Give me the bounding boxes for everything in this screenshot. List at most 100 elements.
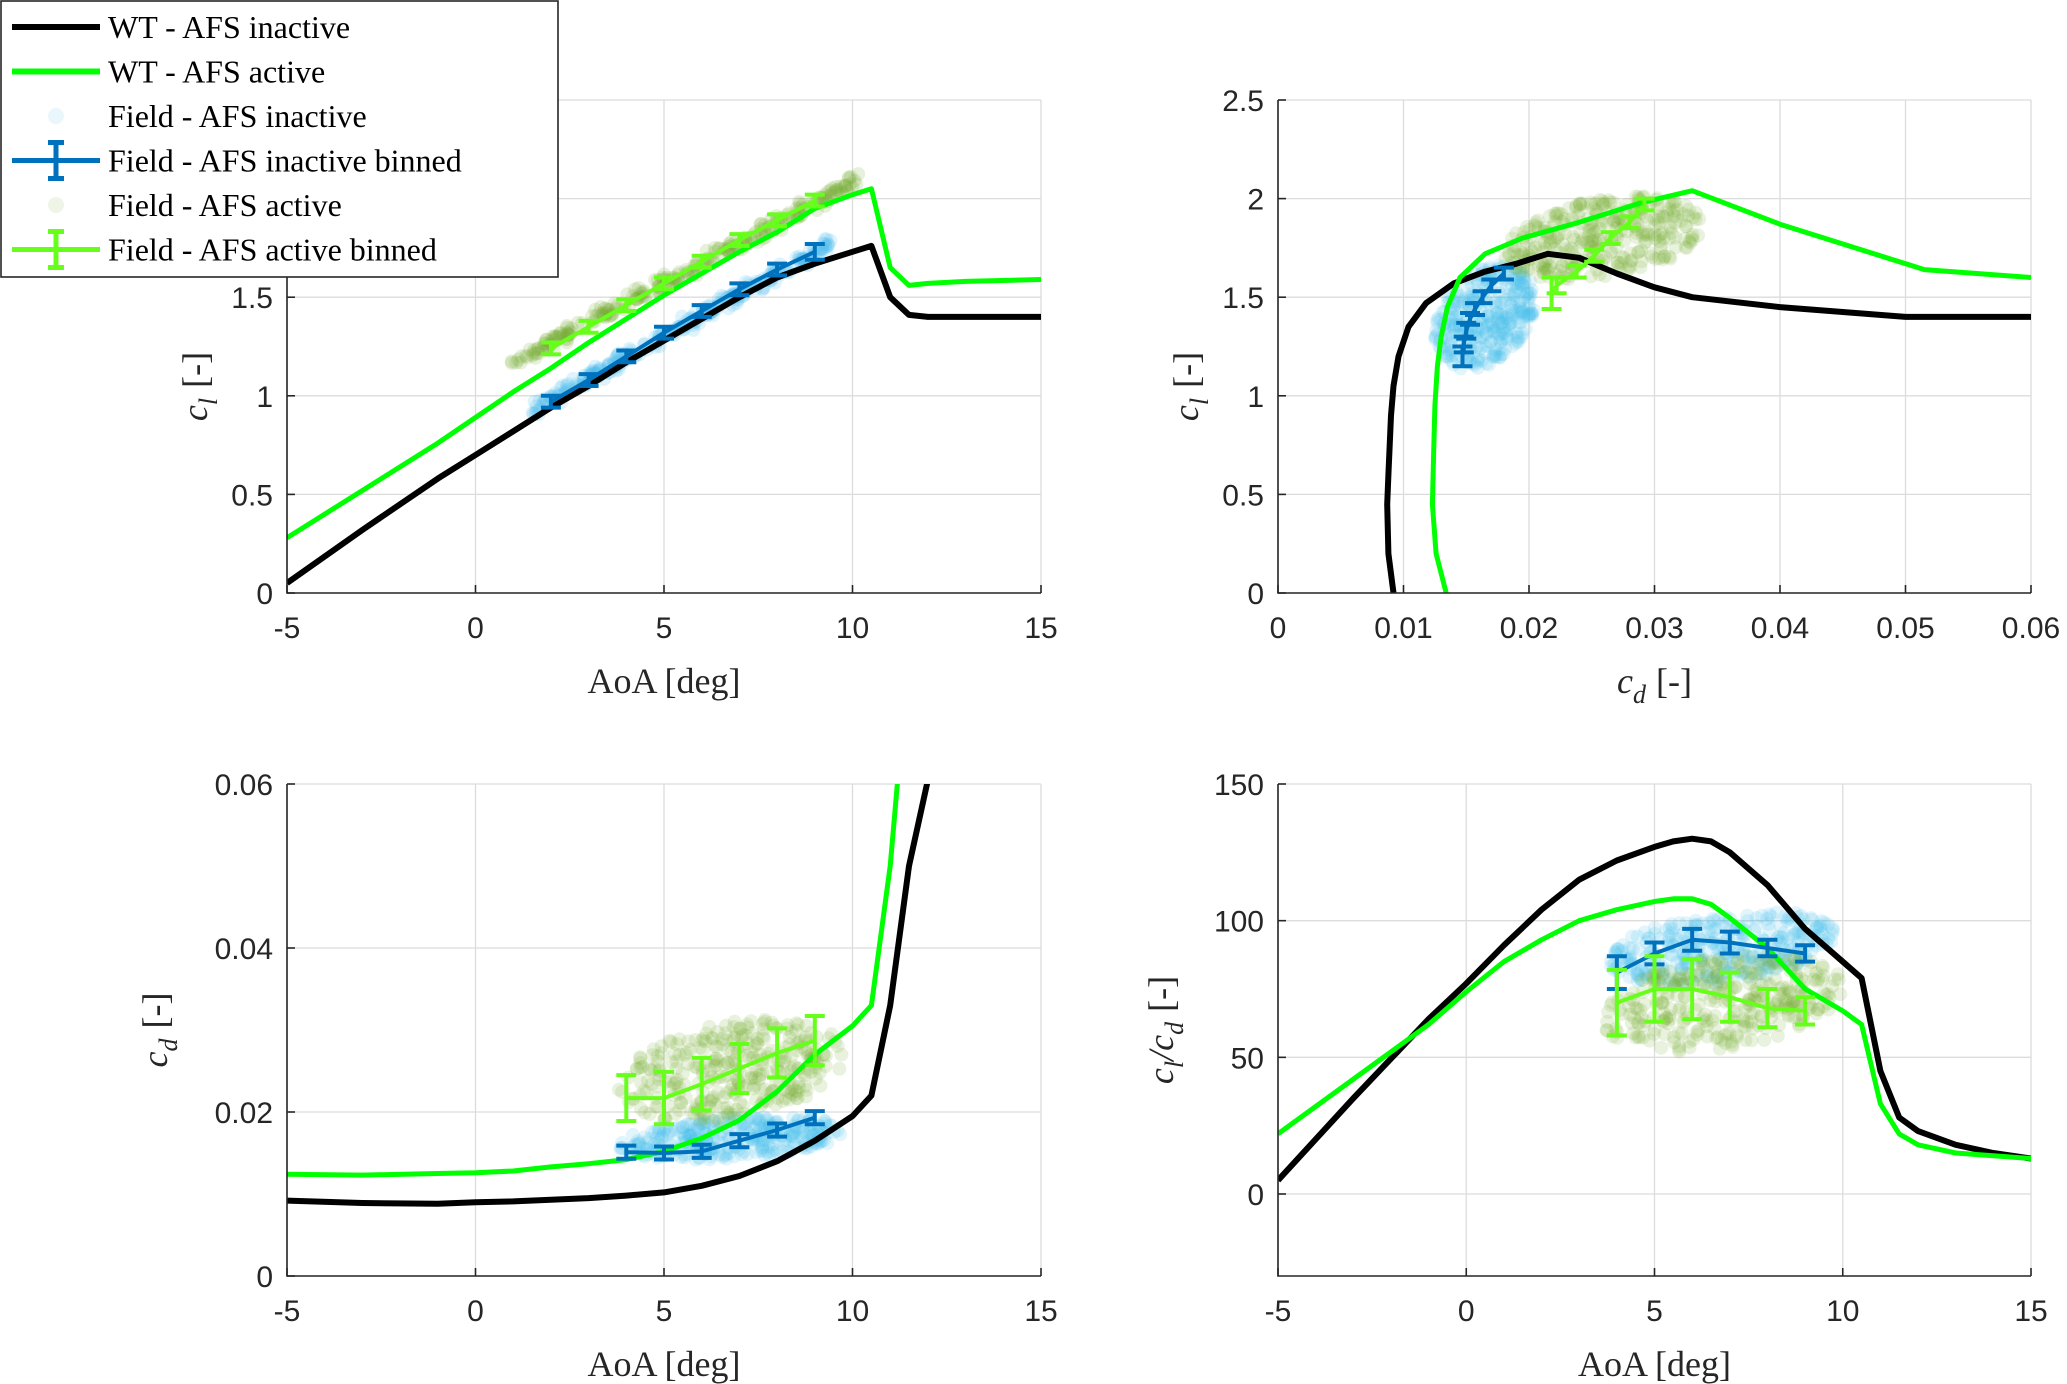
scatter-point (845, 180, 860, 195)
chart-cl-vs-cd: 0 0.01 0.02 0.03 0.04 0.05 0.0600.511.522.5cd[… (1166, 85, 2060, 709)
scatter-point (1729, 1027, 1744, 1042)
scatter-point (1513, 302, 1528, 317)
x-tick-label: 0 (1458, 1295, 1475, 1328)
scatter-point (1653, 227, 1668, 242)
scatter-point (709, 1051, 724, 1066)
scatter-point (703, 1093, 718, 1108)
scatter-point (1443, 339, 1458, 354)
scatter-point (719, 1147, 734, 1162)
scatter-point (1526, 303, 1541, 318)
scatter-point (1708, 957, 1723, 972)
scatter-point (1768, 961, 1783, 976)
scatter-point (1484, 317, 1499, 332)
scatter-point (1733, 959, 1748, 974)
scatter-point (1677, 231, 1692, 246)
scatter-point (1718, 1035, 1733, 1050)
scatter-point (1535, 261, 1550, 276)
scatter-point (1695, 972, 1710, 987)
scatter-point (1651, 209, 1666, 224)
scatter-point (1679, 966, 1694, 981)
scatter-point (531, 346, 546, 361)
scatter-point (690, 1119, 705, 1134)
scatter-point (784, 1129, 799, 1144)
scatter-point (1753, 966, 1768, 981)
x-tick-label: 10 (1826, 1295, 1859, 1328)
scatter-point (1524, 306, 1539, 321)
scatter-point (1660, 208, 1675, 223)
scatter-point (717, 1057, 732, 1072)
scatter-point (642, 1107, 657, 1122)
scatter-point (1830, 967, 1845, 982)
scatter-point (1667, 1035, 1682, 1050)
scatter-point (1492, 334, 1507, 349)
errorbar-field-afs-active-binned (540, 192, 825, 357)
x-tick-label: -5 (274, 1295, 301, 1328)
scatter-point (513, 355, 528, 370)
scatter-point (1603, 245, 1618, 260)
scatter-point (747, 1120, 762, 1135)
scatter-point (1754, 908, 1769, 923)
plot-area (287, 784, 931, 1207)
scatter-point (838, 179, 853, 194)
y-label-main: c (175, 405, 215, 421)
scatter-point (1639, 212, 1654, 227)
scatter-point (729, 1027, 744, 1042)
scatter-point (1762, 907, 1777, 922)
scatter-point (1538, 261, 1553, 276)
scatter-point (652, 1122, 667, 1137)
scatter-point (528, 346, 543, 361)
line-wt-afs-inactive (1278, 835, 2031, 1183)
x-tick-label: 10 (836, 1295, 869, 1328)
scatter-point (788, 1083, 803, 1098)
scatter-point (1612, 210, 1627, 225)
scatter-point (1671, 967, 1686, 982)
scatter-point (1696, 953, 1711, 968)
legend-box (0, 0, 559, 278)
scatter-point (1711, 974, 1726, 989)
scatter-point (686, 1122, 701, 1137)
x-tick-label: 10 (836, 612, 869, 645)
scatter-point (786, 1134, 801, 1149)
scatter-point (1761, 960, 1776, 975)
scatter-point (1615, 250, 1630, 265)
scatter-point (1692, 965, 1707, 980)
scatter-point (1495, 308, 1510, 323)
scatter-point (1488, 342, 1503, 357)
scatter-point (1622, 969, 1637, 984)
scatter-point (1536, 257, 1551, 272)
scatter-point (733, 1021, 748, 1036)
scatter-point (1754, 963, 1769, 978)
scatter-point (693, 1112, 708, 1127)
scatter-point (1453, 300, 1468, 315)
scatter-point (664, 1123, 679, 1138)
scatter-point (1502, 295, 1517, 310)
scatter-point (723, 1106, 738, 1121)
scatter-point (1517, 275, 1532, 290)
scatter-point (1492, 350, 1507, 365)
scatter-point (1486, 349, 1501, 364)
scatter-point (725, 1055, 740, 1070)
scatter-point (1506, 286, 1521, 301)
x-tick-label: -5 (1265, 1295, 1292, 1328)
errorbar-field-afs-inactive-binned (616, 1109, 825, 1162)
scatter-point (1781, 1008, 1796, 1023)
scatter-point (756, 1133, 771, 1148)
scatter-point (738, 1028, 753, 1043)
scatter-point (777, 1054, 792, 1069)
scatter-point (1583, 195, 1598, 210)
scatter-point (1668, 975, 1683, 990)
scatter-point (1520, 285, 1535, 300)
scatter-point (775, 1094, 790, 1109)
scatter-point (696, 1042, 711, 1057)
scatter-point (1632, 942, 1647, 957)
scatter-point (1441, 349, 1456, 364)
scatter-point (716, 1101, 731, 1116)
scatter-point (1520, 219, 1535, 234)
scatter-point (1490, 305, 1505, 320)
scatter-point (1465, 287, 1480, 302)
scatter-point (1520, 286, 1535, 301)
scatter-point (1539, 263, 1554, 278)
x-tick-label: 0.05 (1876, 612, 1934, 645)
scatter-point (1668, 215, 1683, 230)
scatter-point (1745, 1021, 1760, 1036)
